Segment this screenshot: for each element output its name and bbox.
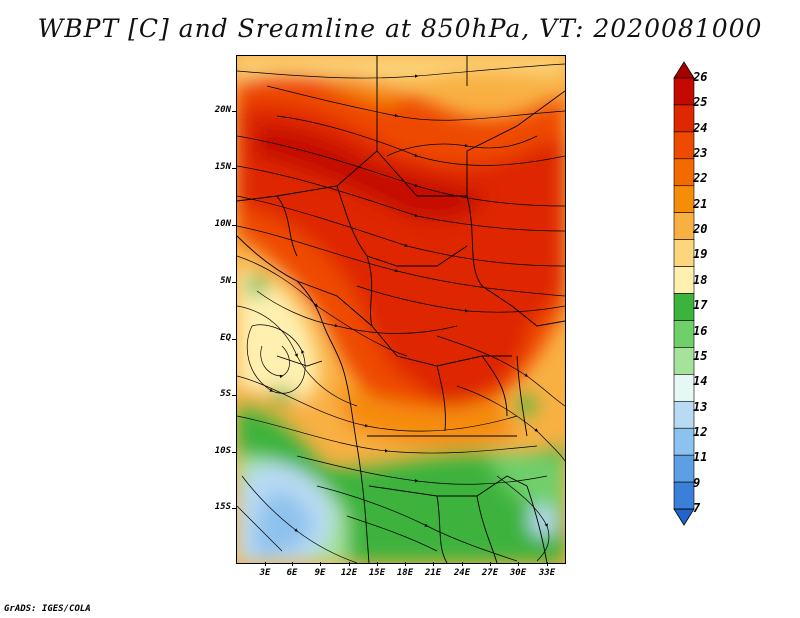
colorbar-segment [673,104,695,133]
colorbar-segment [673,131,695,160]
colorbar-segment [673,320,695,348]
lat-tick [232,168,236,169]
colorbar-segment [673,77,695,106]
colorbar-label: 13 [693,399,708,414]
colorbar-segment [673,266,695,294]
colorbar-label: 7 [693,501,701,516]
lat-tick [232,225,236,226]
lat-label-10s: 10S [214,446,231,456]
lat-label-20n: 20N [214,105,231,115]
colorbar-label: 26 [693,70,708,84]
lat-tick [232,452,236,453]
lon-tick [518,562,519,566]
colorbar-label: 20 [693,222,708,237]
lon-tick [547,562,548,566]
colorbar-segment [673,293,695,321]
lon-label-9e: 9E [314,568,326,578]
lon-tick [320,562,321,566]
lat-tick [232,508,236,509]
colorbar-label: 24 [693,120,708,135]
colorbar-bottom-arrow [673,508,695,526]
lat-label-eq: EQ [220,333,231,343]
colorbar-segment [673,239,695,267]
lon-label-24e: 24E [453,568,471,578]
lat-tick [232,282,236,283]
map-title: WBPT [C] and Sreamline at 850hPa, VT: 20… [37,14,763,43]
lon-label-30e: 30E [509,568,527,578]
lon-tick [265,562,266,566]
footer-credit: GrADS: IGES/COLA [4,604,91,614]
colorbar-segment [673,212,695,240]
colorbar-label: 11 [693,450,708,465]
lat-tick [232,395,236,396]
colorbar-top-arrow [673,61,695,79]
lon-label-21e: 21E [424,568,442,578]
lon-label-12e: 12E [340,568,358,578]
colorbar-label: 9 [693,475,701,490]
lon-label-6e: 6E [286,568,298,578]
colorbar-segment [673,400,695,429]
lat-tick [232,111,236,112]
lat-label-10n: 10N [214,219,231,229]
lat-tick [232,339,236,340]
colorbar-segment [673,481,695,510]
colorbar-label: 18 [693,272,708,287]
colorbar-segment [673,185,695,214]
lon-label-27e: 27E [481,568,499,578]
colorbar-label: 17 [693,298,708,313]
lat-label-15n: 15N [214,162,231,172]
map-plot [237,56,565,563]
lat-label-5n: 5N [220,276,231,286]
colorbar-segment [673,347,695,375]
colorbar-segment [673,158,695,187]
wbpt-field [237,56,565,563]
lon-label-18e: 18E [396,568,414,578]
lon-label-33e: 33E [538,568,556,578]
lat-label-15s: 15S [214,502,231,512]
colorbar-label: 14 [693,374,708,389]
lon-tick [405,562,406,566]
lon-label-3e: 3E [259,568,271,578]
colorbar-label: 22 [693,171,708,186]
colorbar-segment [673,427,695,456]
colorbar-label: 23 [693,146,708,161]
colorbar-label: 12 [693,424,708,439]
colorbar-segment [673,454,695,483]
lon-tick [462,562,463,566]
colorbar-label: 21 [693,196,708,211]
lon-tick [292,562,293,566]
colorbar [673,61,695,526]
lat-label-5s: 5S [220,389,231,399]
lon-label-15e: 15E [368,568,386,578]
lon-tick [377,562,378,566]
lon-tick [349,562,350,566]
colorbar-label: 15 [693,348,708,363]
lon-tick [433,562,434,566]
colorbar-label: 25 [693,95,708,110]
colorbar-label: 16 [693,323,708,338]
streamlines [237,63,565,563]
map-frame [236,55,566,564]
colorbar-label: 19 [693,247,708,262]
colorbar-segment [673,374,695,402]
lon-tick [490,562,491,566]
